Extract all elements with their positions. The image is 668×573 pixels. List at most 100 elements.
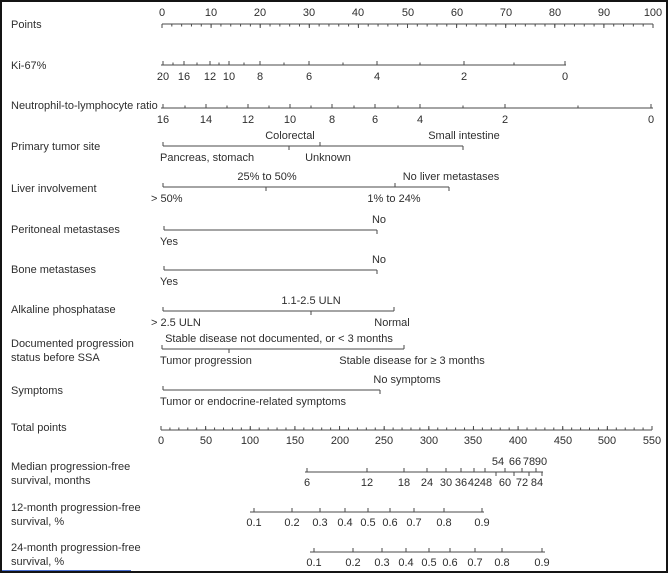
- svg-text:Small intestine: Small intestine: [428, 130, 500, 142]
- svg-text:60: 60: [451, 7, 463, 19]
- svg-text:2: 2: [461, 71, 467, 83]
- svg-text:300: 300: [420, 435, 438, 447]
- svg-text:0.4: 0.4: [398, 557, 413, 569]
- svg-text:0.5: 0.5: [421, 557, 436, 569]
- svg-text:25% to 50%: 25% to 50%: [237, 171, 297, 183]
- svg-text:40: 40: [352, 7, 364, 19]
- svg-text:6: 6: [372, 114, 378, 126]
- svg-text:Yes: Yes: [160, 276, 178, 288]
- svg-text:20: 20: [157, 71, 169, 83]
- svg-text:42: 42: [468, 477, 480, 489]
- row-primary-tumor-site: Primary tumor site Colorectal Small intest…: [11, 130, 500, 164]
- svg-text:80: 80: [549, 7, 561, 19]
- svg-text:500: 500: [598, 435, 616, 447]
- svg-text:78: 78: [523, 456, 535, 468]
- row-pfs-24-month: 24-month progression-free survival, % 0.1 0…: [11, 542, 550, 569]
- svg-text:Points: Points: [11, 19, 42, 31]
- svg-text:0.7: 0.7: [467, 557, 482, 569]
- svg-text:0.3: 0.3: [312, 517, 327, 529]
- svg-text:Unknown: Unknown: [305, 152, 351, 164]
- svg-text:24-month progression-free: 24-month progression-free: [11, 542, 141, 554]
- row-nlr: Neutrophil-to-lymphocyte ratio 16 14 12 10 8 6…: [11, 100, 654, 126]
- svg-text:0.2: 0.2: [284, 517, 299, 529]
- svg-text:Stable disease for ≥ 3 months: Stable disease for ≥ 3 months: [339, 355, 485, 367]
- svg-text:0.6: 0.6: [382, 517, 397, 529]
- row-total-points: Total points 0 50 100 150 200 250 300 350 400 450 5…: [11, 422, 661, 447]
- svg-text:0.9: 0.9: [474, 517, 489, 529]
- svg-text:50: 50: [200, 435, 212, 447]
- svg-text:18: 18: [398, 477, 410, 489]
- svg-text:Ki-67%: Ki-67%: [11, 60, 47, 72]
- row-points: Points 0 10 20 30 40 50 60 70 80 90 100: [11, 7, 662, 31]
- svg-text:> 2.5 ULN: > 2.5 ULN: [151, 317, 201, 329]
- svg-text:Stable disease not documented,: Stable disease not documented, or < 3 mo…: [165, 333, 393, 345]
- svg-text:6: 6: [304, 477, 310, 489]
- svg-text:84: 84: [531, 477, 543, 489]
- svg-text:Alkaline phosphatase: Alkaline phosphatase: [11, 304, 116, 316]
- svg-text:12: 12: [242, 114, 254, 126]
- svg-text:survival, months: survival, months: [11, 475, 91, 487]
- svg-text:20: 20: [254, 7, 266, 19]
- svg-text:Tumor progression: Tumor progression: [160, 355, 252, 367]
- row-bone-metastases: Bone metastases No Yes: [11, 254, 386, 288]
- svg-text:8: 8: [257, 71, 263, 83]
- svg-text:Symptoms: Symptoms: [11, 385, 63, 397]
- row-symptoms: Symptoms No symptoms Tumor or endocrine-re…: [11, 374, 441, 408]
- svg-text:Neutrophil-to-lymphocyte ratio: Neutrophil-to-lymphocyte ratio: [11, 100, 158, 112]
- svg-text:10: 10: [205, 7, 217, 19]
- svg-text:550: 550: [643, 435, 661, 447]
- svg-text:10: 10: [223, 71, 235, 83]
- svg-text:0.8: 0.8: [494, 557, 509, 569]
- svg-text:50: 50: [402, 7, 414, 19]
- svg-text:250: 250: [375, 435, 393, 447]
- svg-text:12-month progression-free: 12-month progression-free: [11, 502, 141, 514]
- svg-text:66: 66: [509, 456, 521, 468]
- svg-text:12: 12: [361, 477, 373, 489]
- svg-text:400: 400: [509, 435, 527, 447]
- bottom-accent-bar: [2, 570, 131, 571]
- svg-text:survival, %: survival, %: [11, 556, 64, 568]
- svg-text:0.4: 0.4: [337, 517, 352, 529]
- svg-text:0: 0: [648, 114, 654, 126]
- svg-text:8: 8: [329, 114, 335, 126]
- svg-text:1% to 24%: 1% to 24%: [367, 193, 420, 205]
- svg-text:6: 6: [306, 71, 312, 83]
- svg-text:> 50%: > 50%: [151, 193, 183, 205]
- svg-text:No liver metastases: No liver metastases: [403, 171, 500, 183]
- svg-text:24: 24: [421, 477, 433, 489]
- svg-text:Peritoneal metastases: Peritoneal metastases: [11, 224, 120, 236]
- svg-text:14: 14: [200, 114, 212, 126]
- svg-text:survival, %: survival, %: [11, 516, 64, 528]
- svg-text:0.8: 0.8: [436, 517, 451, 529]
- svg-text:150: 150: [286, 435, 304, 447]
- svg-text:10: 10: [284, 114, 296, 126]
- svg-text:Normal: Normal: [374, 317, 409, 329]
- svg-text:90: 90: [598, 7, 610, 19]
- row-alkaline-phosphatase: Alkaline phosphatase 1.1-2.5 ULN > 2.5 ULN…: [11, 295, 410, 329]
- svg-text:Bone metastases: Bone metastases: [11, 264, 96, 276]
- row-pfs-12-month: 12-month progression-free survival, % 0.1 0…: [11, 502, 490, 529]
- svg-text:48: 48: [480, 477, 492, 489]
- svg-text:60: 60: [499, 477, 511, 489]
- svg-text:16: 16: [157, 114, 169, 126]
- svg-text:100: 100: [644, 7, 662, 19]
- svg-text:0: 0: [158, 435, 164, 447]
- svg-text:Primary tumor site: Primary tumor site: [11, 141, 100, 153]
- svg-text:Tumor or endocrine-related sym: Tumor or endocrine-related symptoms: [160, 396, 347, 408]
- svg-text:0.2: 0.2: [345, 557, 360, 569]
- svg-text:4: 4: [417, 114, 423, 126]
- svg-text:0.1: 0.1: [306, 557, 321, 569]
- svg-text:100: 100: [241, 435, 259, 447]
- svg-text:4: 4: [374, 71, 380, 83]
- svg-text:450: 450: [554, 435, 572, 447]
- svg-text:0.3: 0.3: [374, 557, 389, 569]
- svg-text:72: 72: [516, 477, 528, 489]
- svg-text:Colorectal: Colorectal: [265, 130, 315, 142]
- svg-text:Liver involvement: Liver involvement: [11, 183, 97, 195]
- svg-text:16: 16: [178, 71, 190, 83]
- svg-text:0.9: 0.9: [534, 557, 549, 569]
- row-peritoneal-metastases: Peritoneal metastases No Yes: [11, 214, 386, 248]
- row-liver-involvement: Liver involvement 25% to 50% No liver meta…: [11, 171, 500, 205]
